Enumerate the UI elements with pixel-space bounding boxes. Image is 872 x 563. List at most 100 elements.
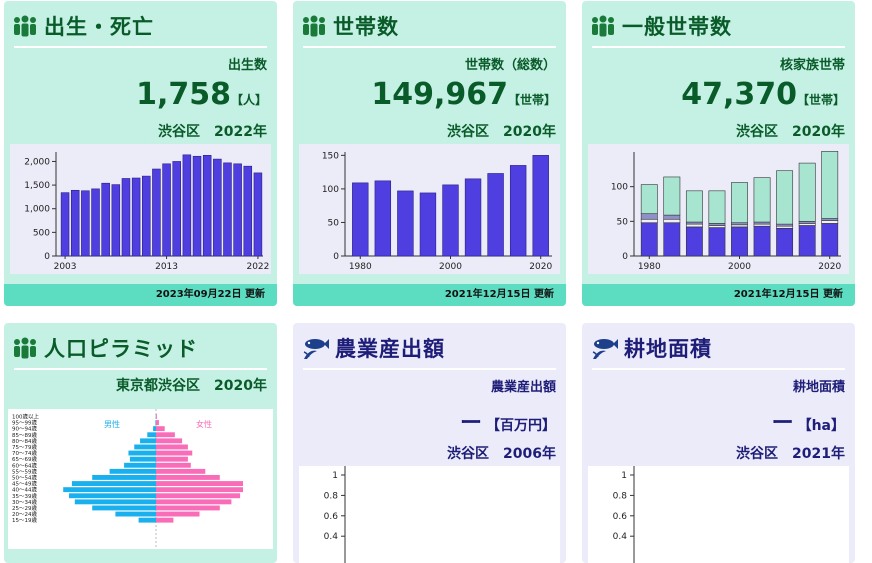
x-tick-label: 2000 [439, 262, 462, 272]
stack-segment [799, 223, 815, 225]
metric-label: 核家族世帯 [780, 54, 845, 73]
stack-segment [664, 177, 680, 215]
female-bar [156, 414, 157, 419]
place-year: 渋谷区 2020年 [447, 121, 556, 141]
stack-segment [776, 171, 792, 224]
stack-segment [754, 222, 770, 224]
bar [173, 161, 181, 256]
y-tick-label: 0 [333, 252, 339, 262]
stack-segment [731, 227, 747, 256]
female-bar [156, 469, 205, 474]
female-bar [156, 481, 243, 486]
age-label: 50～54歳 [12, 474, 37, 482]
age-label: 70～74歳 [12, 449, 37, 457]
male-bar [110, 469, 156, 474]
age-label: 30～34歳 [12, 498, 37, 506]
age-label: 80～84歳 [12, 437, 37, 445]
divider [592, 368, 845, 370]
y-tick-label: 0.4 [324, 532, 339, 542]
bar [122, 178, 130, 256]
place-year: 東京都渋谷区 2020年 [116, 375, 267, 395]
people-icon [590, 14, 616, 38]
age-label: 45～49歳 [12, 480, 37, 488]
bar [163, 164, 171, 256]
age-label: 85～89歳 [12, 431, 37, 439]
male-bar [153, 426, 156, 431]
card-header: 農業産出額 [301, 331, 445, 365]
bar [375, 181, 391, 256]
female-bar [156, 487, 243, 492]
stack-segment [664, 215, 680, 219]
card-header: 出生・死亡 [12, 9, 154, 43]
y-tick-label: 500 [33, 228, 50, 238]
bar [234, 164, 242, 256]
bar [244, 166, 252, 256]
bar [203, 155, 211, 256]
y-tick-label: 0.6 [324, 512, 339, 522]
female-bar [156, 445, 188, 450]
bar [488, 173, 504, 256]
male-bar [75, 499, 156, 504]
y-tick-label: 100 [322, 185, 339, 195]
male-bar [140, 438, 156, 443]
bar [213, 159, 221, 256]
population-pyramid: 100歳以上95～99歳90～94歳85～89歳80～84歳75～79歳70～7… [8, 409, 273, 549]
female-bar [156, 420, 159, 425]
y-tick-label: 0 [622, 252, 628, 262]
divider [303, 368, 556, 370]
stack-segment [776, 224, 792, 226]
y-tick-label: 1,000 [24, 205, 50, 215]
bar [224, 163, 232, 256]
female-bar [156, 451, 192, 456]
male-bar [155, 420, 156, 425]
stack-segment [776, 226, 792, 228]
male-bar [69, 493, 156, 498]
male-bar [115, 512, 156, 517]
age-label: 15～19歳 [12, 516, 37, 524]
stack-segment [822, 151, 838, 218]
stack-segment [686, 222, 702, 224]
metric-value: ー【ha】 [772, 405, 845, 437]
female-bar [156, 506, 220, 511]
place-year: 渋谷区 2006年 [447, 443, 556, 463]
metric-value: 1,758【人】 [136, 77, 267, 112]
stack-segment [754, 224, 770, 226]
stack-segment [776, 228, 792, 256]
male-bar [147, 432, 156, 437]
updated-footer: 2021年12月15日 更新 [293, 284, 566, 306]
stack-segment [731, 223, 747, 225]
x-tick-label: 2000 [728, 262, 751, 272]
y-tick-label: 0.4 [613, 532, 628, 542]
y-tick-label: 100 [611, 183, 628, 193]
bar [142, 176, 150, 256]
age-label: 100歳以上 [12, 413, 39, 421]
updated-footer: 2021年12月15日 更新 [582, 284, 855, 306]
stack-segment [709, 191, 725, 224]
card-title: 耕地面積 [624, 333, 712, 363]
card-header: 一般世帯数 [590, 9, 732, 43]
card-title: 出生・死亡 [44, 11, 154, 41]
farmland-empty-chart: 10.80.60.4 [588, 466, 849, 563]
bar [183, 155, 191, 256]
male-bar [128, 451, 156, 456]
metric-value: ー【百万円】 [460, 405, 556, 437]
age-label: 60～64歳 [12, 461, 37, 469]
male-bar [124, 463, 156, 468]
age-label: 95～99歳 [12, 419, 37, 427]
age-label: 25～29歳 [12, 504, 37, 512]
female-bar [156, 432, 175, 437]
stack-segment [754, 178, 770, 222]
age-label: 90～94歳 [12, 425, 37, 433]
bar [92, 189, 100, 256]
